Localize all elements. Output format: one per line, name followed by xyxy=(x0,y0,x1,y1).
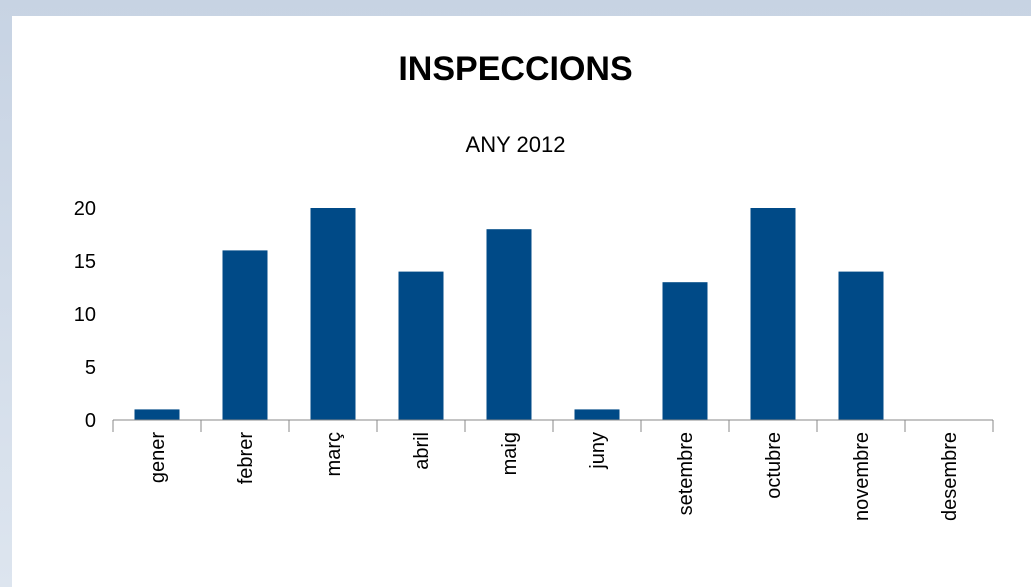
x-tick-label: desembre xyxy=(939,432,961,521)
chart-subtitle: ANY 2012 xyxy=(465,132,566,157)
y-tick-label: 15 xyxy=(74,251,96,273)
x-tick-label: febrer xyxy=(235,432,257,485)
bar-juny xyxy=(574,409,620,420)
bar-maig xyxy=(486,229,532,420)
x-tick-label: octubre xyxy=(763,432,785,499)
bar-març xyxy=(310,208,356,420)
x-tick-label: abril xyxy=(411,432,433,470)
bar-abril xyxy=(398,271,444,420)
bar-novembre xyxy=(838,271,884,420)
x-tick-label: novembre xyxy=(851,432,873,521)
y-tick-label: 0 xyxy=(85,410,96,432)
x-tick-label: setembre xyxy=(675,432,697,515)
bar-febrer xyxy=(222,250,268,420)
y-tick-label: 20 xyxy=(74,198,96,220)
bar-octubre xyxy=(750,208,796,420)
y-tick-label: 5 xyxy=(85,357,96,379)
x-tick-label: gener xyxy=(147,432,169,483)
y-tick-label: 10 xyxy=(74,304,96,326)
x-tick-label: maig xyxy=(499,432,521,475)
bar-gener xyxy=(134,409,180,420)
chart-title: INSPECCIONS xyxy=(398,50,633,88)
bar-setembre xyxy=(662,282,708,420)
x-tick-label: març xyxy=(323,432,345,476)
x-tick-label: juny xyxy=(587,432,609,470)
